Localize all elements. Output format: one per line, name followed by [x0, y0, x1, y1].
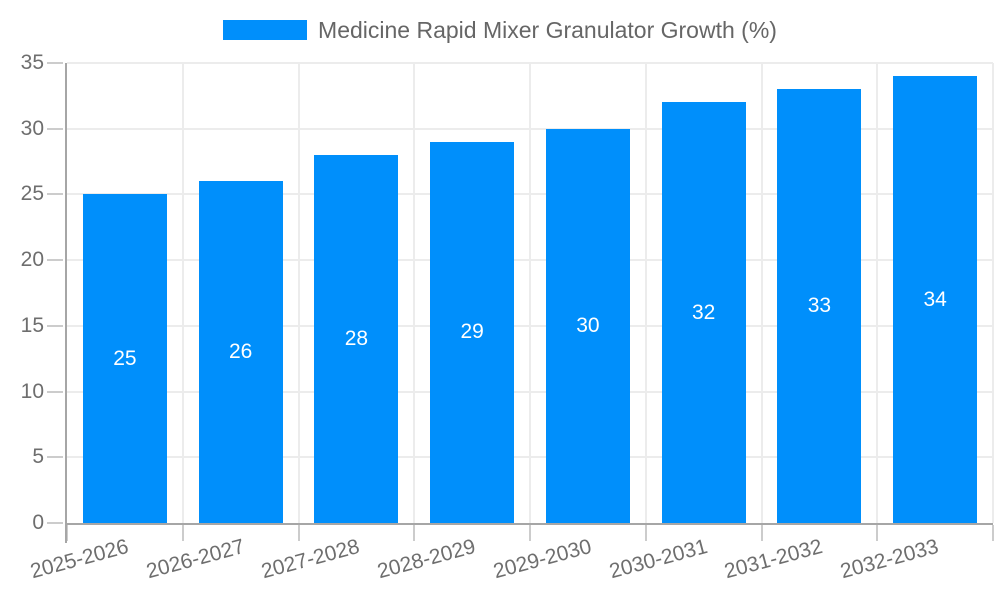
x-gridline — [760, 63, 763, 523]
legend-label: Medicine Rapid Mixer Granulator Growth (… — [318, 16, 777, 43]
y-axis-label: 15 — [20, 313, 44, 337]
y-axis-label: 30 — [20, 116, 44, 140]
x-tick-mark — [876, 525, 879, 541]
bar[interactable] — [82, 194, 167, 523]
x-tick-mark — [297, 525, 300, 541]
y-tick-mark — [47, 193, 63, 196]
y-tick-mark — [47, 259, 63, 262]
x-tick-mark — [413, 525, 416, 541]
x-tick-mark — [66, 525, 68, 541]
x-axis-line — [65, 523, 993, 525]
x-gridline — [297, 63, 300, 523]
y-tick-mark — [47, 522, 63, 524]
x-tick-mark — [181, 525, 184, 541]
bar[interactable] — [430, 141, 515, 523]
y-axis-label: 20 — [20, 248, 44, 272]
y-axis-label: 25 — [20, 182, 44, 206]
x-tick-mark — [992, 525, 994, 541]
x-tick-mark — [644, 525, 647, 541]
y-tick-mark — [47, 456, 63, 459]
bar[interactable] — [777, 89, 862, 523]
x-tick-mark — [529, 525, 531, 541]
x-tick-mark — [760, 525, 763, 541]
chart-legend[interactable]: Medicine Rapid Mixer Granulator Growth (… — [0, 17, 1000, 43]
x-gridline — [876, 63, 879, 523]
legend-swatch-icon — [223, 20, 308, 40]
y-axis-label: 0 — [32, 511, 44, 534]
y-axis-line — [65, 63, 67, 543]
x-gridline — [644, 63, 647, 523]
bar[interactable] — [314, 155, 399, 523]
y-axis-label: 5 — [32, 445, 44, 469]
x-gridline — [413, 63, 416, 523]
y-tick-mark — [47, 127, 63, 130]
y-tick-mark — [47, 390, 63, 393]
bar[interactable] — [661, 102, 746, 523]
y-tick-mark — [47, 62, 63, 64]
x-gridline — [529, 63, 531, 523]
bar[interactable] — [198, 181, 283, 523]
y-axis-label: 35 — [20, 51, 44, 74]
y-axis-label: 10 — [20, 379, 44, 403]
x-gridline — [181, 63, 184, 523]
y-tick-mark — [47, 324, 63, 327]
bar[interactable] — [893, 76, 978, 523]
bar[interactable] — [545, 128, 630, 523]
x-gridline — [992, 63, 994, 523]
